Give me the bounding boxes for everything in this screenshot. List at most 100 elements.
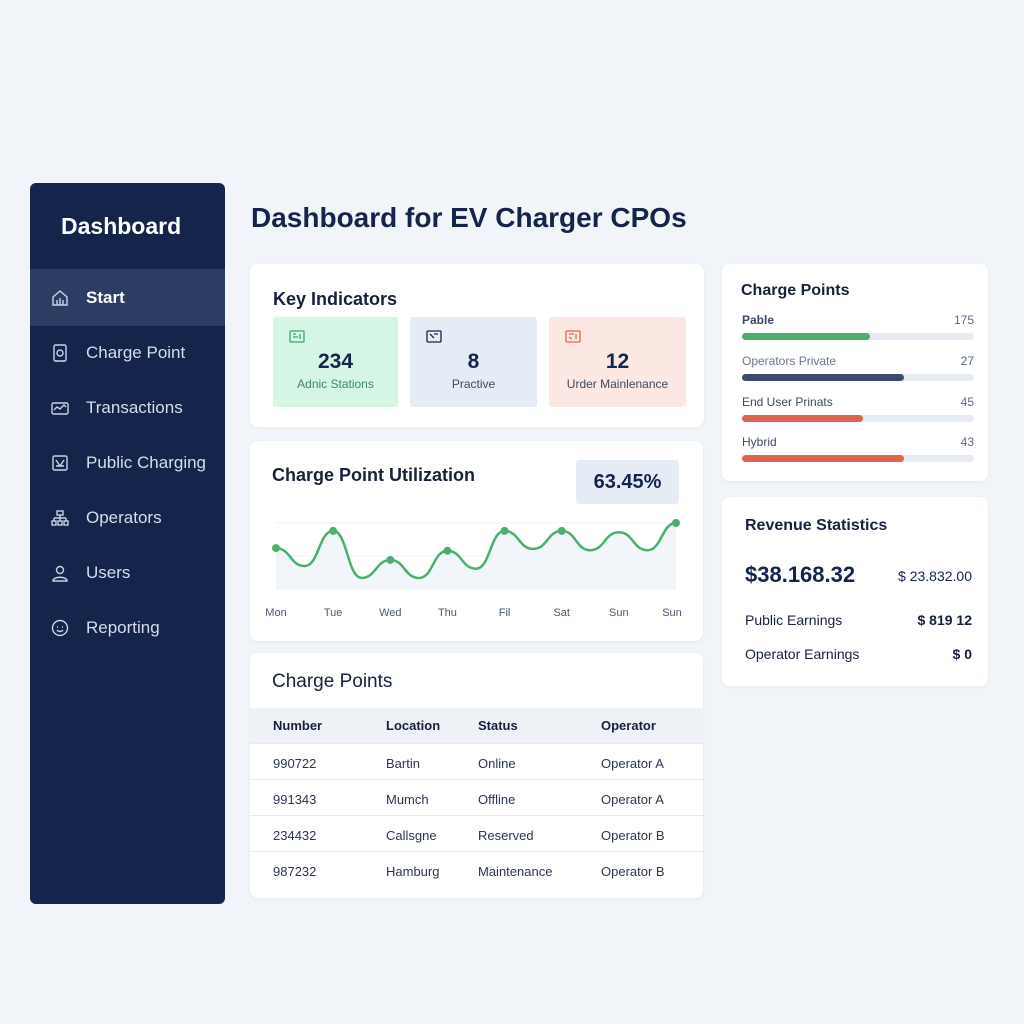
- charger-icon: [50, 343, 70, 363]
- header-status[interactable]: Status: [478, 718, 518, 733]
- x-tick-label: Tue: [323, 607, 343, 619]
- data-point[interactable]: [386, 555, 395, 564]
- sidebar-item-label: Start: [86, 287, 125, 307]
- utilization-card: Charge Point Utilization 63.45% Mon Tue We…: [250, 441, 703, 641]
- table-row[interactable]: 990722 Bartin Online Operator A: [250, 743, 703, 779]
- page-title: Dashboard for EV Charger CPOs: [251, 202, 687, 233]
- x-tick-label: Sun: [609, 607, 629, 619]
- kpi-value: 12: [605, 350, 630, 373]
- data-point[interactable]: [500, 526, 509, 535]
- sidebar-item-public-charging[interactable]: Public Charging: [30, 434, 225, 491]
- sidebar-item-charge-point[interactable]: Charge Point: [30, 324, 225, 381]
- revenue-row-label: Operator Earnings: [745, 646, 860, 662]
- utilization-line-chart: [272, 519, 680, 590]
- x-tick-label: Thu: [437, 607, 457, 619]
- cell-operator: Operator A: [601, 792, 664, 807]
- header-operator[interactable]: Operator: [601, 718, 656, 733]
- station-icon: [426, 330, 442, 343]
- kpi-maintenance[interactable]: 12 Urder Mainlenance: [549, 317, 686, 407]
- bar-value: 43: [960, 435, 974, 449]
- revenue-row-public: Public Earnings $ 819 12: [745, 612, 972, 632]
- revenue-title: Revenue Statistics: [745, 517, 888, 534]
- station-icon: [289, 330, 305, 343]
- bar-fill: [742, 374, 905, 381]
- bar-value: 27: [960, 354, 974, 368]
- data-point[interactable]: [557, 526, 566, 535]
- reporting-icon: [50, 618, 70, 638]
- operators-icon: [50, 508, 70, 528]
- revenue-row-operator: Operator Earnings $ 0: [745, 646, 972, 666]
- bar-label: Operators Private: [742, 354, 837, 368]
- cell-location: Bartin: [386, 756, 420, 771]
- bar-fill: [742, 455, 905, 462]
- revenue-total: $38.168.32: [745, 562, 856, 587]
- x-tick-label: Sun: [662, 607, 682, 619]
- sidebar-item-users[interactable]: Users: [30, 544, 225, 601]
- kpi-label: Urder Mainlenance: [566, 377, 669, 391]
- bar-track: [742, 455, 974, 462]
- charge-points-summary-title: Charge Points: [741, 282, 850, 299]
- key-indicators-title: Key Indicators: [273, 289, 398, 309]
- sidebar-item-transactions[interactable]: Transactions: [30, 379, 225, 436]
- kpi-value: 8: [467, 350, 480, 373]
- revenue-secondary: $ 23.832.00: [898, 568, 972, 584]
- sidebar-item-label: Public Charging: [86, 452, 207, 472]
- sidebar-title: Dashboard: [61, 213, 182, 239]
- cell-status: Offline: [478, 792, 516, 807]
- cell-operator: Operator B: [601, 828, 665, 843]
- key-indicators-card: Key Indicators 234 Adnic Stations 8 Prac…: [250, 264, 704, 427]
- data-point[interactable]: [672, 519, 680, 527]
- sidebar-item-label: Charge Point: [86, 342, 186, 362]
- revenue-row-value: $ 0: [952, 646, 972, 662]
- sidebar-item-start[interactable]: Start: [30, 269, 225, 326]
- data-point[interactable]: [443, 546, 452, 555]
- revenue-row-value: $ 819 12: [917, 612, 973, 628]
- series-area: [276, 523, 676, 589]
- sidebar-item-label: Transactions: [86, 397, 183, 417]
- home-icon: [50, 288, 70, 308]
- charge-points-table-card: Charge Points Number Location Status Ope…: [250, 653, 703, 898]
- cell-number: 991343: [273, 792, 317, 807]
- header-location[interactable]: Location: [386, 718, 441, 733]
- bar-fill: [742, 333, 870, 340]
- revenue-row-label: Public Earnings: [745, 612, 843, 628]
- kpi-label: Practive: [451, 377, 496, 391]
- table-row[interactable]: 234432 Callsgne Reserved Operator B: [250, 815, 703, 851]
- x-tick-label: Mon: [265, 607, 287, 619]
- cell-operator: Operator A: [601, 756, 664, 771]
- data-point[interactable]: [329, 526, 338, 535]
- kpi-practive[interactable]: 8 Practive: [410, 317, 537, 407]
- cell-location: Mumch: [386, 792, 429, 807]
- cell-status: Online: [478, 756, 516, 771]
- kpi-active-stations[interactable]: 234 Adnic Stations: [273, 317, 398, 407]
- charge-points-table-title: Charge Points: [272, 671, 393, 692]
- x-tick-label: Sat: [553, 607, 570, 619]
- table-header: Number Location Status Operator: [250, 708, 703, 743]
- charge-points-summary-card: Charge Points Pable 175 Operators Privat…: [722, 264, 988, 481]
- sidebar-nav: Start Charge Point Transactions Public C…: [30, 269, 225, 654]
- kpi-label: Adnic Stations: [297, 377, 374, 391]
- bar-track: [742, 374, 974, 381]
- bar-track: [742, 333, 974, 340]
- sidebar-item-label: Operators: [86, 507, 162, 527]
- bar-label: Pable: [742, 313, 775, 327]
- cell-status: Reserved: [478, 828, 534, 843]
- utilization-title: Charge Point Utilization: [272, 465, 476, 485]
- series-line: [275, 521, 677, 580]
- bar-track: [742, 415, 974, 422]
- data-point[interactable]: [272, 544, 280, 553]
- sidebar-item-operators[interactable]: Operators: [30, 489, 225, 546]
- header-number[interactable]: Number: [273, 718, 323, 733]
- x-tick-label: Wed: [379, 607, 402, 619]
- table-row[interactable]: 991343 Mumch Offline Operator A: [250, 779, 703, 815]
- table-row[interactable]: 987232 Hamburg Maintenance Operator B: [250, 851, 703, 887]
- sidebar-item-label: Users: [86, 562, 131, 582]
- sidebar-item-label: Reporting: [86, 617, 160, 637]
- user-icon: [50, 563, 70, 583]
- sidebar-item-reporting[interactable]: Reporting: [30, 599, 225, 656]
- cell-number: 990722: [273, 756, 317, 771]
- cell-location: Hamburg: [386, 864, 440, 879]
- bar-value: 175: [953, 313, 974, 327]
- cell-number: 987232: [273, 864, 317, 879]
- public-charging-icon: [50, 453, 70, 473]
